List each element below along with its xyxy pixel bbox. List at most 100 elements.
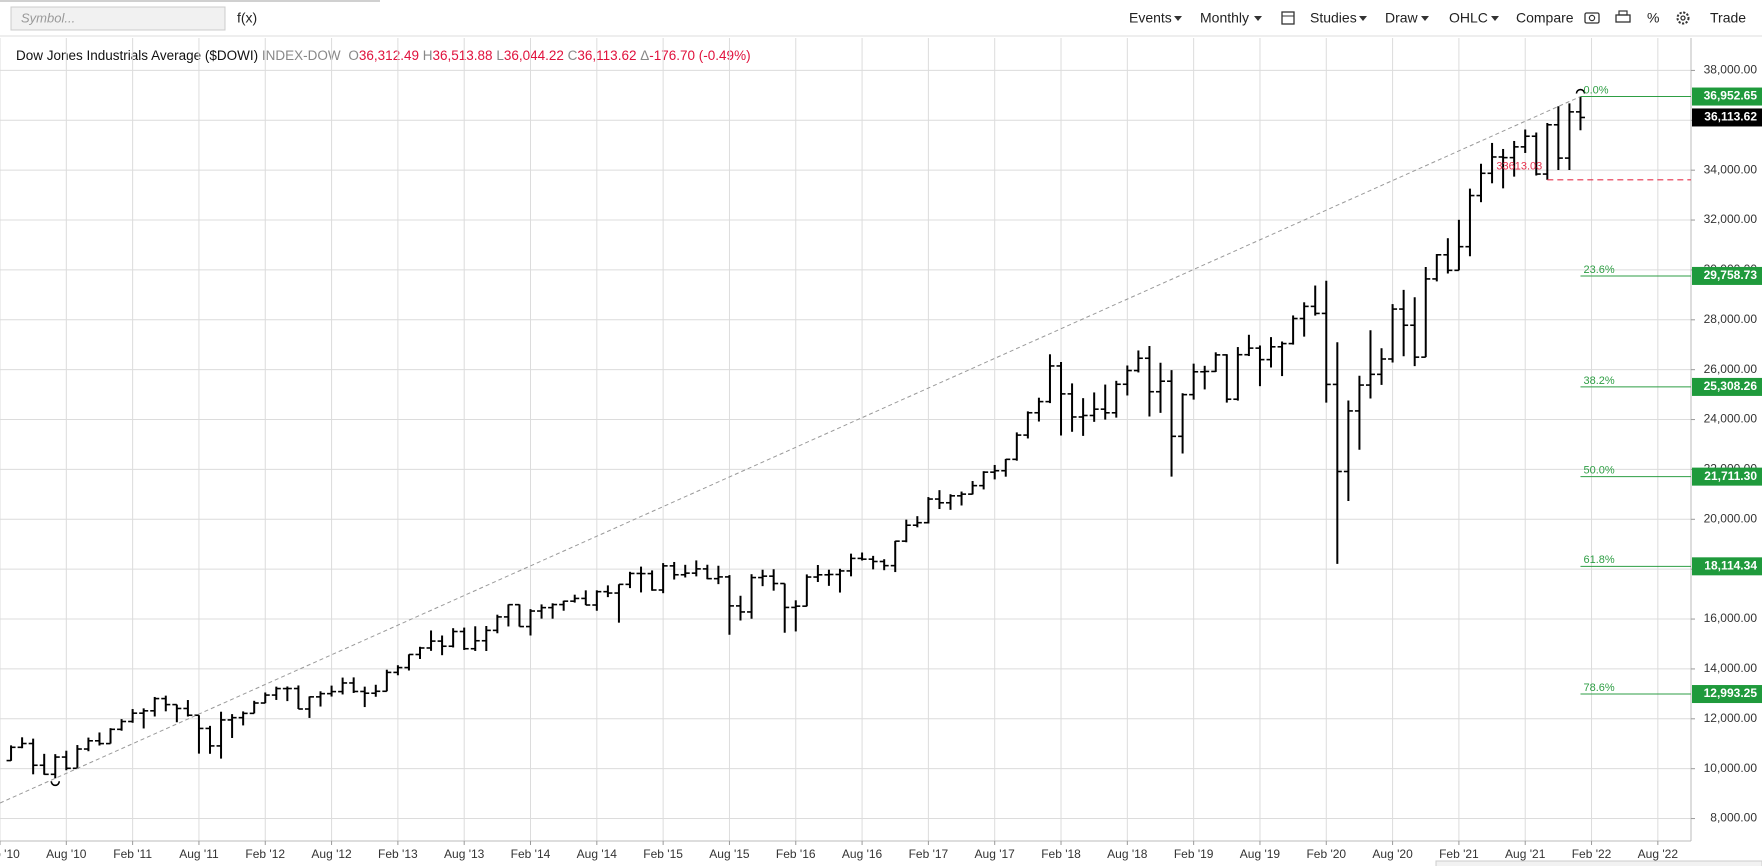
- x-tick-label: Aug '10: [46, 847, 87, 861]
- dropdown-caret[interactable]: [1174, 16, 1182, 21]
- x-tick-label: Aug '16: [842, 847, 883, 861]
- x-tick-label: Aug '18: [1107, 847, 1148, 861]
- percent-button[interactable]: %: [1647, 10, 1659, 26]
- drawings: 33613.03 0.0% 36,952.65 23.6% 29,758.73 38.2%…: [0, 84, 1762, 804]
- x-tick-label: Feb '17: [909, 847, 949, 861]
- fib-label: 0.0%: [1583, 84, 1608, 96]
- y-tick-label: 26,000.00: [1704, 362, 1758, 376]
- x-tick-label: Aug '19: [1240, 847, 1281, 861]
- x-tick-label: Aug '12: [311, 847, 352, 861]
- low-value: 36,044.22: [504, 48, 564, 63]
- dropdown-caret[interactable]: [1421, 16, 1429, 21]
- exchange: INDEX-DOW: [262, 48, 341, 63]
- x-tick-label: Feb '15: [643, 847, 683, 861]
- x-tick-label: Aug '21: [1505, 847, 1546, 861]
- symbol-input[interactable]: [10, 6, 226, 31]
- toolbar: [0, 0, 1762, 36]
- dropdown-caret[interactable]: [1359, 16, 1367, 21]
- y-tick-label: 16,000.00: [1704, 611, 1758, 625]
- symbol-placeholder[interactable]: Symbol...: [21, 10, 75, 25]
- gear-hub[interactable]: [1680, 15, 1686, 21]
- fib-label: 61.8%: [1583, 554, 1614, 566]
- panel-edge: [1435, 860, 1762, 866]
- gear-teeth[interactable]: [1676, 11, 1690, 25]
- y-tick-label: 28,000.00: [1704, 312, 1758, 326]
- x-tick-label: Feb '16: [776, 847, 816, 861]
- change-key: Δ: [640, 48, 649, 63]
- last-price-box: [1692, 108, 1762, 127]
- trade-button[interactable]: Trade: [1710, 10, 1746, 26]
- dropdown-caret[interactable]: [1254, 16, 1262, 21]
- chart-header: Dow Jones Industrials Average ($DOWI) IN…: [16, 48, 751, 63]
- calendar-frame[interactable]: [1281, 11, 1295, 25]
- formula-button[interactable]: f(x): [237, 10, 257, 26]
- high-key: H: [423, 48, 433, 63]
- camera-icon[interactable]: [1584, 12, 1600, 24]
- x-tick-label: Aug '11: [179, 847, 219, 861]
- x-tick-label: Feb '22: [1572, 847, 1612, 861]
- axis-labels: 8,000.00 10,000.00 12,000.00 14,000.00 16,00…: [0, 63, 1758, 861]
- high-value: 36,513.88: [432, 48, 492, 63]
- x-tick-label: Feb '11: [113, 847, 152, 861]
- fib-price-box: [1692, 557, 1762, 576]
- top-edge: [0, 0, 380, 2]
- fib-price-label: 36,952.65: [1704, 89, 1758, 103]
- x-tick-label: Feb '12: [245, 847, 285, 861]
- x-tick-label: Feb '20: [1306, 847, 1346, 861]
- draw-menu[interactable]: Draw: [1385, 10, 1419, 26]
- dropdown-caret[interactable]: [1491, 16, 1499, 21]
- fib-label: 50.0%: [1583, 465, 1614, 477]
- grid: [0, 38, 1691, 841]
- x-tick-label: Feb '19: [1174, 847, 1214, 861]
- x-tick-label: Aug '15: [709, 847, 750, 861]
- y-tick-label: 8,000.00: [1710, 811, 1757, 825]
- settings-icon[interactable]: [1676, 11, 1690, 25]
- fib-price-label: 18,114.34: [1704, 558, 1757, 572]
- y-tick-label: 14,000.00: [1704, 661, 1758, 675]
- y-tick-label: 12,000.00: [1704, 711, 1758, 725]
- x-tick-label: Feb '21: [1439, 847, 1479, 861]
- fib-price-box: [1692, 266, 1762, 285]
- x-tick-label: Feb '10: [0, 847, 20, 861]
- fib-label: 23.6%: [1583, 264, 1614, 276]
- x-tick-label: Feb '13: [378, 847, 418, 861]
- x-tick-label: Aug '22: [1638, 847, 1679, 861]
- fib-price-box: [1692, 467, 1762, 486]
- y-tick-label: 24,000.00: [1704, 412, 1758, 426]
- print-icon[interactable]: [1615, 10, 1631, 23]
- x-tick-label: Aug '17: [975, 847, 1016, 861]
- x-tick-label: Aug '13: [444, 847, 485, 861]
- instrument-name: Dow Jones Industrials Average ($DOWI): [16, 48, 258, 63]
- calendar-icon[interactable]: [1281, 11, 1295, 25]
- fib-label: 78.6%: [1583, 682, 1614, 694]
- change-value: -176.70 (-0.49%): [649, 48, 750, 63]
- close-key: C: [568, 48, 578, 63]
- camera-lens[interactable]: [1588, 14, 1596, 22]
- x-tick-label: Feb '18: [1041, 847, 1081, 861]
- printer-paper[interactable]: [1618, 10, 1628, 16]
- low-key: L: [496, 48, 504, 63]
- compare-button[interactable]: Compare: [1516, 10, 1574, 26]
- x-tick-label: Aug '14: [577, 847, 618, 861]
- open-key: O: [348, 48, 359, 63]
- studies-menu[interactable]: Studies: [1310, 10, 1357, 26]
- y-tick-label: 32,000.00: [1704, 212, 1758, 226]
- fib-price-label: 29,758.73: [1704, 268, 1758, 282]
- trendline: [0, 96, 1581, 804]
- fib-price-label: 12,993.25: [1704, 686, 1758, 700]
- period-menu[interactable]: Monthly: [1200, 10, 1249, 26]
- fib-price-box: [1692, 685, 1762, 704]
- fib-price-box: [1692, 377, 1762, 396]
- chart-style-menu[interactable]: OHLC: [1449, 10, 1488, 26]
- x-tick-label: Feb '14: [511, 847, 551, 861]
- camera-body[interactable]: [1584, 12, 1600, 24]
- price-bars: [6, 96, 1585, 779]
- y-tick-label: 10,000.00: [1704, 761, 1758, 775]
- fib-price-box: [1692, 87, 1762, 106]
- fib-label: 38.2%: [1583, 375, 1614, 387]
- trendline-anchor: [50, 781, 61, 787]
- events-menu[interactable]: Events: [1129, 10, 1172, 26]
- support-label: 33613.03: [1496, 161, 1542, 173]
